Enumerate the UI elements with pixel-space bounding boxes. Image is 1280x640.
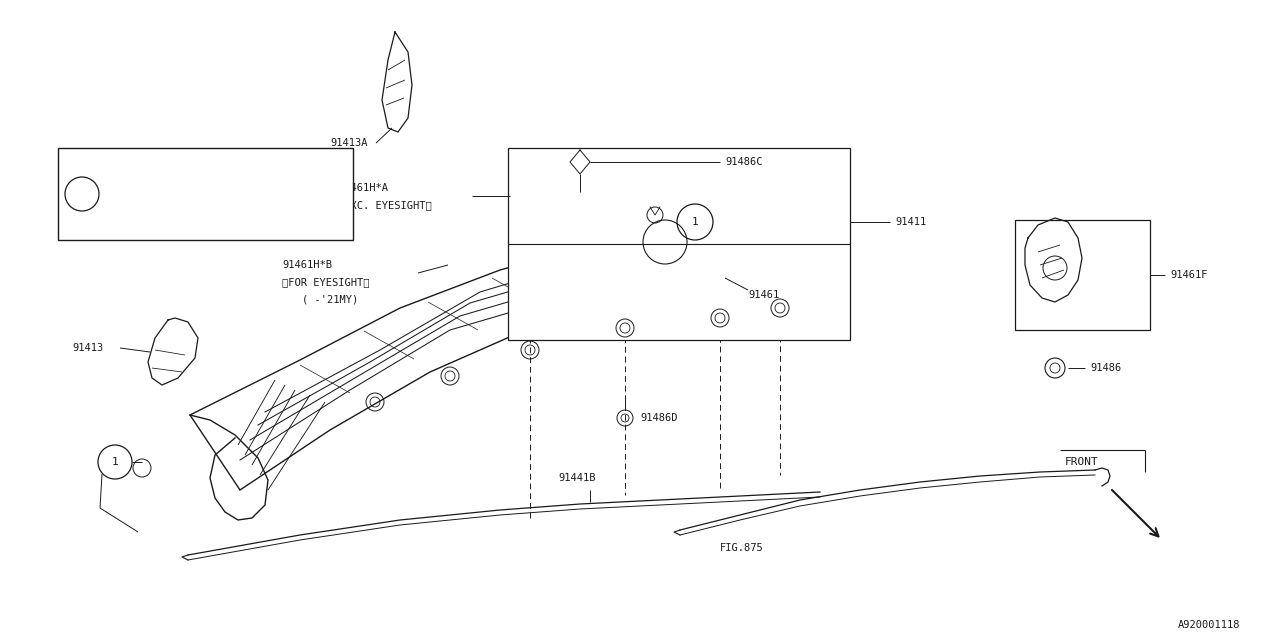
Text: 91461H*A: 91461H*A: [338, 183, 388, 193]
Bar: [58, 148, 353, 240]
Text: 1: 1: [111, 457, 118, 467]
Bar: [1015, 220, 1149, 330]
Text: 91441B: 91441B: [558, 473, 595, 483]
Text: W130051 〈 -'2212〉: W130051 〈 -'2212〉: [114, 166, 220, 176]
Text: 91486C: 91486C: [724, 157, 763, 167]
Text: W140080 ('2212-  ): W140080 ('2212- ): [114, 212, 227, 222]
Text: A920001118: A920001118: [1178, 620, 1240, 630]
Text: 〈FOR EYESIGHT〉: 〈FOR EYESIGHT〉: [282, 277, 370, 287]
Text: FIG.875: FIG.875: [719, 543, 764, 553]
Text: 91411: 91411: [895, 217, 927, 227]
Text: 91461H*B: 91461H*B: [282, 260, 332, 270]
Text: 91413A: 91413A: [330, 138, 367, 148]
Text: FRONT: FRONT: [1065, 457, 1098, 467]
Text: 91461: 91461: [748, 290, 780, 300]
Bar: [508, 148, 850, 340]
Text: 1: 1: [691, 217, 699, 227]
Text: 1: 1: [78, 189, 86, 199]
Text: 〈EXC. EYESIGHT〉: 〈EXC. EYESIGHT〉: [338, 200, 431, 210]
Text: 91461F: 91461F: [1170, 270, 1207, 280]
Text: 91486D: 91486D: [640, 413, 677, 423]
Text: 91413: 91413: [72, 343, 104, 353]
Text: 91486: 91486: [1091, 363, 1121, 373]
Text: ( -'21MY): ( -'21MY): [302, 294, 358, 304]
